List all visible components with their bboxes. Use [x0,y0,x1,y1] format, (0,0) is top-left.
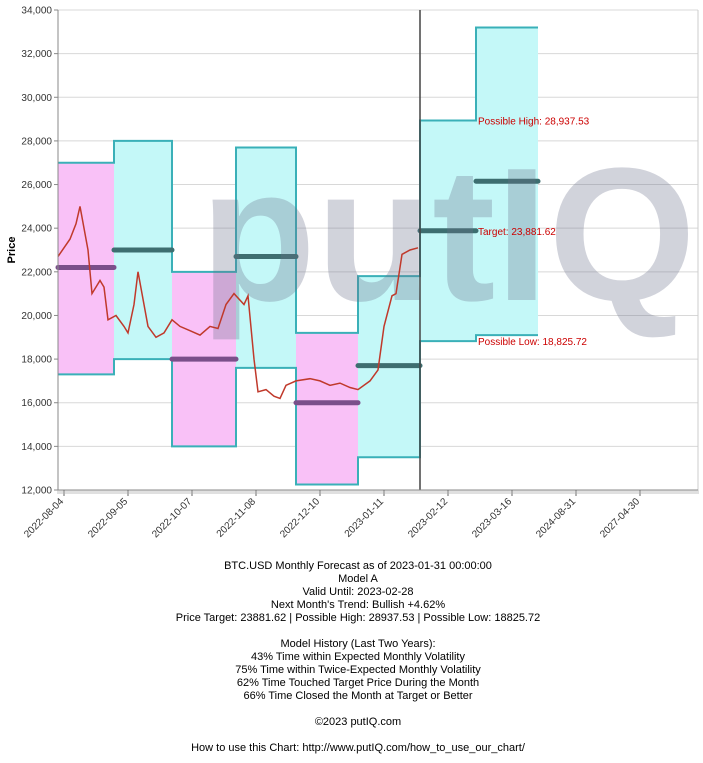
footer-line: How to use this Chart: http://www.putIQ.… [191,742,526,754]
y-tick-label: 28,000 [21,136,52,147]
y-tick-label: 12,000 [21,486,52,497]
y-tick-label: 22,000 [21,267,52,278]
footer-line: Model History (Last Two Years): [280,638,435,650]
watermark: putIQ [200,129,696,341]
footer-line: 62% Time Touched Target Price During the… [237,677,479,689]
x-tick-label: 2023-01-11 [343,496,387,540]
x-tick-label: 2022-09-05 [86,496,130,540]
footer-line: Next Month's Trend: Bullish +4.62% [271,599,445,611]
annotation: Target: 23,881.62 [478,227,556,238]
x-tick-label: 2027-04-30 [598,496,642,540]
y-tick-label: 16,000 [21,398,52,409]
y-tick-label: 14,000 [21,442,52,453]
x-tick-label: 2022-11-08 [215,496,259,540]
x-tick-label: 2022-08-04 [22,496,66,540]
y-tick-label: 24,000 [21,224,52,235]
y-tick-label: 34,000 [21,6,52,17]
y-tick-label: 20,000 [21,311,52,322]
y-tick-label: 26,000 [21,180,52,191]
annotation: Possible Low: 18,825.72 [478,337,587,348]
x-tick-label: 2022-10-07 [150,496,194,540]
footer-line: 66% Time Closed the Month at Target or B… [243,690,472,702]
y-axis-label: Price [6,237,18,264]
x-tick-label: 2022-12-10 [278,496,322,540]
band-edge [58,26,538,334]
footer-line: 43% Time within Expected Monthly Volatil… [251,651,465,663]
x-tick-label: 2024-08-31 [534,496,578,540]
band-edge [58,334,538,486]
footer-line: 75% Time within Twice-Expected Monthly V… [235,664,481,676]
price-line [57,206,419,400]
footer-line: Model A [338,573,378,585]
y-tick-label: 30,000 [21,93,52,104]
footer-line: Price Target: 23881.62 | Possible High: … [176,612,540,624]
x-tick-label: 2023-03-16 [470,496,514,540]
footer-line: BTC.USD Monthly Forecast as of 2023-01-3… [224,560,492,572]
y-tick-label: 18,000 [21,355,52,366]
volatility-band [296,332,358,485]
footer-line: Valid Until: 2023-02-28 [302,586,413,598]
x-tick-label: 2023-02-12 [406,496,450,540]
annotation: Possible High: 28,937.53 [478,116,590,127]
footer-line: ©2023 putIQ.com [315,716,401,728]
y-tick-label: 32,000 [21,49,52,60]
